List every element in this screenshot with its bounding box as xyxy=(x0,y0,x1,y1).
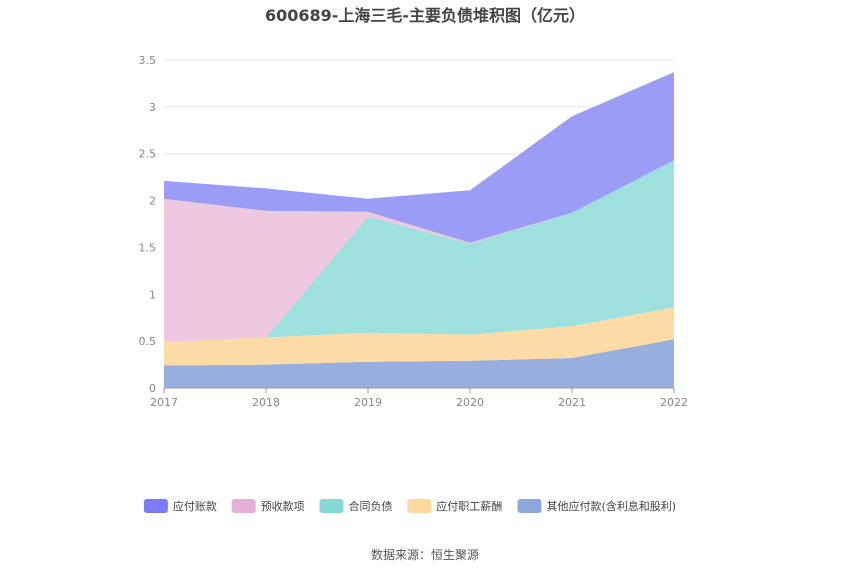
area-series xyxy=(164,72,674,388)
area-series-2 xyxy=(164,160,674,343)
y-tick-label: 3.5 xyxy=(139,54,157,67)
area-series-0 xyxy=(164,339,674,388)
area-series-1 xyxy=(164,307,674,366)
axes: 0 0.5 1 1.5 2 2.5 3 3.5 2017 2018 2019 2020 2021 2022 xyxy=(139,54,689,409)
x-tick-label: 2017 xyxy=(150,396,178,409)
y-tick-label: 3 xyxy=(149,101,156,114)
x-tick-label: 2022 xyxy=(660,396,688,409)
legend-swatch xyxy=(407,499,432,513)
legend-swatch xyxy=(319,499,344,513)
legend-label: 预收款项 xyxy=(261,499,305,513)
y-tick-label: 0.5 xyxy=(139,335,157,348)
y-tick-label: 0 xyxy=(149,382,156,395)
y-tick-label: 2 xyxy=(149,195,156,208)
x-tick-label: 2018 xyxy=(252,396,280,409)
data-source: 数据来源：恒生聚源 xyxy=(371,547,479,562)
x-tick-label: 2019 xyxy=(354,396,382,409)
y-tick-label: 2.5 xyxy=(139,148,157,161)
legend-swatch xyxy=(517,499,542,513)
x-tick-label: 2020 xyxy=(456,396,484,409)
legend-swatch xyxy=(143,499,168,513)
legend-label: 应付职工薪酬 xyxy=(436,499,502,513)
y-tick-label: 1 xyxy=(149,288,156,301)
y-tick-label: 1.5 xyxy=(139,241,157,254)
chart-title: 600689-上海三毛-主要负债堆积图（亿元） xyxy=(265,6,585,25)
x-tick-label: 2021 xyxy=(558,396,586,409)
legend-swatch xyxy=(231,499,256,513)
legend-label: 合同负债 xyxy=(349,499,393,513)
area-series-4 xyxy=(164,72,674,243)
legend-label: 应付账款 xyxy=(173,499,217,513)
legend: 应付账款 预收款项 合同负债 应付职工薪酬 其他应付款(含利息和股利) xyxy=(143,499,677,513)
area-series-3 xyxy=(164,160,674,343)
legend-label: 其他应付款(含利息和股利) xyxy=(547,499,677,513)
